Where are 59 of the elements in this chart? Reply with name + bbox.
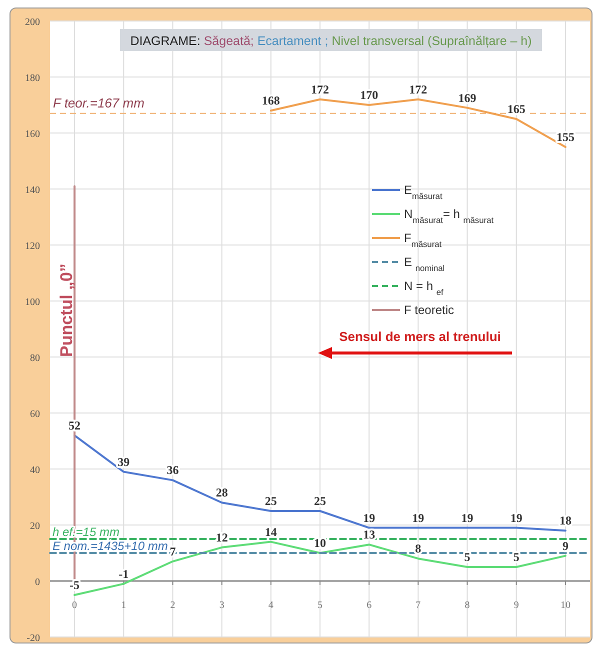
legend-label: F teoretic [404, 303, 454, 317]
legend-label: E$_{măsurat}$ [404, 183, 443, 201]
data-label: 165 [507, 102, 526, 116]
x-tick-label: 7 [416, 600, 421, 611]
data-label: 172 [409, 82, 428, 96]
y-tick-label: 180 [25, 73, 40, 84]
data-label: 28 [216, 486, 228, 500]
y-tick-label: 120 [25, 241, 40, 252]
x-tick-label: 8 [464, 600, 470, 611]
x-tick-label: 6 [366, 600, 372, 611]
data-label: 19 [412, 510, 424, 525]
y-tick-label: 140 [25, 185, 40, 196]
x-tick-label: 4 [268, 600, 274, 611]
data-label: 25 [264, 494, 277, 508]
data-label: 169 [458, 90, 476, 105]
data-label: 13 [363, 528, 376, 542]
data-label: 172 [311, 82, 329, 96]
x-tick-label: 9 [514, 600, 519, 611]
y-tick-label: 20 [30, 521, 40, 532]
data-label: 8 [415, 542, 422, 556]
y-tick-label: 40 [30, 465, 40, 476]
data-label: 155 [556, 130, 574, 144]
x-tick-label: 2 [170, 600, 176, 611]
data-label: 18 [559, 514, 572, 528]
y-tick-label: 160 [25, 129, 40, 140]
annotation: Sensul de mers al trenului [339, 329, 501, 344]
data-label: 168 [262, 94, 280, 108]
data-label: 25 [314, 494, 326, 508]
x-tick-label: 0 [72, 600, 78, 611]
y-tick-label: 100 [25, 297, 40, 308]
data-label: 170 [360, 88, 378, 102]
ref-line-label: F teor.=167 mm [53, 95, 145, 110]
data-label: 39 [118, 454, 130, 469]
data-label: 19 [461, 510, 474, 525]
legend-label: E $_{nominal}$ [404, 255, 445, 273]
annotation: Punctul „0” [57, 263, 76, 357]
data-label: 5 [464, 550, 470, 564]
data-label: -5 [70, 578, 80, 592]
y-tick-label: 200 [25, 17, 40, 28]
data-label: 10 [314, 536, 326, 550]
data-label: 14 [264, 524, 277, 539]
data-label: 19 [363, 510, 376, 525]
legend-label: N = h $_{ef}$ [404, 279, 444, 297]
y-tick-label: 0 [35, 577, 40, 588]
data-label: 5 [513, 550, 520, 564]
data-label: 9 [562, 538, 568, 553]
y-tick-label: 60 [30, 409, 40, 420]
y-tick-label: -20 [26, 633, 40, 644]
data-label: 36 [166, 463, 179, 478]
x-tick-label: 1 [121, 600, 126, 611]
y-tick-label: 80 [30, 353, 40, 364]
x-tick-label: 10 [560, 600, 570, 611]
x-tick-label: 3 [219, 600, 224, 611]
text: DIAGRAME: Săgeată; Ecartament ; Nivel transversal (Supraînălțare – h) [130, 34, 532, 48]
legend-label: F$_{măsurat}$ [404, 231, 442, 249]
x-tick-label: 5 [318, 600, 322, 611]
data-label: 19 [510, 510, 522, 525]
legend-label: N$_{măsurat}$= h $_{măsurat}$ [404, 207, 494, 225]
data-label: -1 [118, 566, 129, 581]
